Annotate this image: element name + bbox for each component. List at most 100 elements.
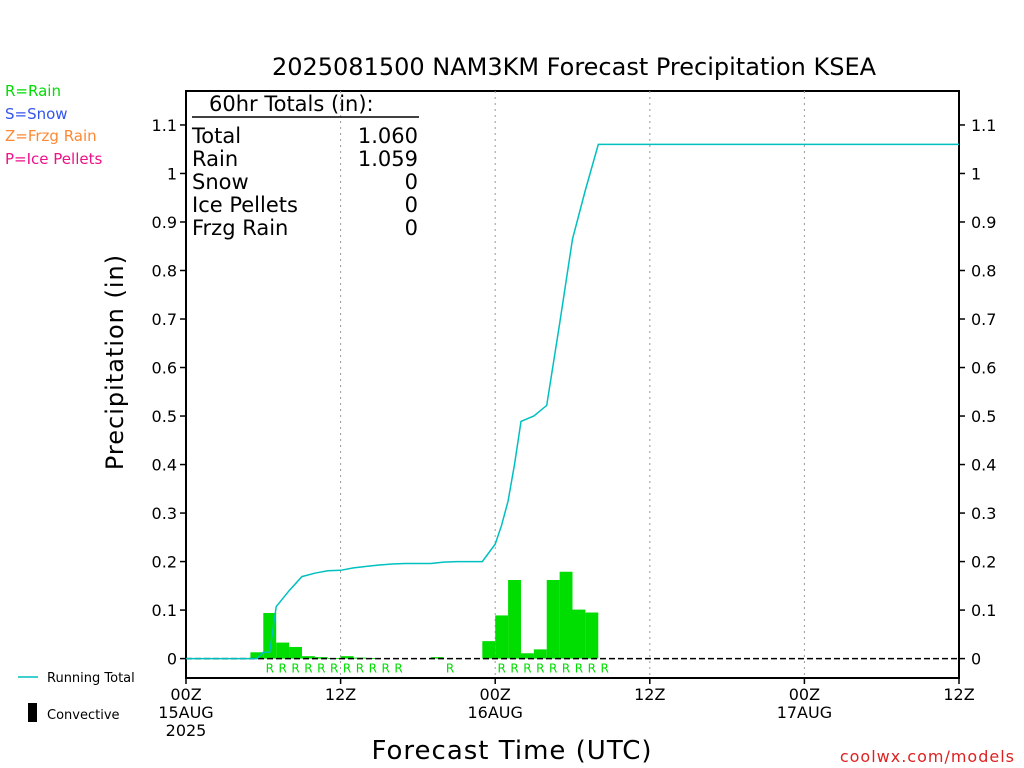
precip-type-mark: R xyxy=(394,662,402,676)
legend-snow: S=Snow xyxy=(5,105,68,123)
y-tick-label-right: 1 xyxy=(971,164,981,183)
x-tick-label: 12Z xyxy=(325,685,356,704)
convective-legend-swatch xyxy=(28,703,37,722)
precip-type-mark: R xyxy=(266,662,274,676)
y-tick-label-right: 0 xyxy=(971,650,981,669)
y-tick-label-right: 0.7 xyxy=(971,310,996,329)
precip-type-mark: R xyxy=(446,662,454,676)
precip-bar xyxy=(366,658,380,659)
precip-type-mark: R xyxy=(575,662,583,676)
y-tick-label-left: 0.8 xyxy=(152,261,177,280)
y-tick-label-right: 0.2 xyxy=(971,553,996,572)
x-tick-label: 00Z xyxy=(789,685,820,704)
x-tick-label: 12Z xyxy=(634,685,665,704)
precip-bar xyxy=(546,580,560,659)
y-tick-label-left: 0.5 xyxy=(152,407,177,426)
precip-type-mark: R xyxy=(497,662,505,676)
precip-bar xyxy=(301,656,315,659)
y-tick-label-left: 1.1 xyxy=(152,116,177,135)
precip-type-mark: R xyxy=(330,662,338,676)
precip-bar xyxy=(289,646,302,659)
precip-bar xyxy=(495,615,509,659)
y-axis-label: Precipitation (in) xyxy=(101,254,129,470)
y-tick-label-right: 0.4 xyxy=(971,456,996,475)
totals-label-rain: Rain xyxy=(192,147,238,171)
y-tick-label-right: 0.5 xyxy=(971,407,996,426)
y-tick-label-right: 1.1 xyxy=(971,116,996,135)
y-tick-label-left: 0.9 xyxy=(152,213,177,232)
precip-type-mark: R xyxy=(356,662,364,676)
x-tick-label: 12Z xyxy=(943,685,974,704)
precip-type-mark: R xyxy=(536,662,544,676)
y-tick-label-right: 0.3 xyxy=(971,504,996,523)
running-total-legend-label: Running Total xyxy=(47,671,135,686)
totals-label-ice-pellets: Ice Pellets xyxy=(192,193,298,217)
x-tick-label: 15AUG xyxy=(158,703,213,722)
totals-value-snow: 0 xyxy=(405,170,418,194)
precip-bar xyxy=(508,580,521,659)
precip-bar xyxy=(276,642,290,659)
x-axis-label: Forecast Time (UTC) xyxy=(371,736,652,766)
precip-bar xyxy=(482,641,496,659)
precip-bar xyxy=(430,657,444,659)
precip-type-mark: R xyxy=(343,662,351,676)
totals-label-frzg-rain: Frzg Rain xyxy=(192,216,288,240)
x-tick-label: 00Z xyxy=(480,685,511,704)
precip-type-mark: R xyxy=(278,662,286,676)
precip-bar xyxy=(585,612,599,659)
x-tick-label: 2025 xyxy=(166,721,207,740)
y-tick-label-right: 0.9 xyxy=(971,213,996,232)
legend-frzg-rain: Z=Frzg Rain xyxy=(5,127,97,145)
precip-type-mark: R xyxy=(601,662,609,676)
running-total-line xyxy=(186,143,959,660)
y-tick-label-left: 0.4 xyxy=(152,456,177,475)
y-tick-label-left: 0.3 xyxy=(152,504,177,523)
legend-ice-pellets: P=Ice Pellets xyxy=(5,150,102,168)
totals-box: 60hr Totals (in): Total 1.060 Rain 1.059… xyxy=(191,92,419,240)
precip-type-mark: R xyxy=(588,662,596,676)
precip-bar xyxy=(340,656,354,659)
precip-type-mark: R xyxy=(304,662,312,676)
y-tick-label-left: 0 xyxy=(167,650,177,669)
precip-type-mark: R xyxy=(510,662,518,676)
totals-value-total: 1.060 xyxy=(358,124,418,148)
precip-bar xyxy=(533,649,547,659)
precip-type-mark: R xyxy=(317,662,325,676)
y-tick-label-right: 0.8 xyxy=(971,261,996,280)
precip-type-legend: R=Rain S=Snow Z=Frzg Rain P=Ice Pellets xyxy=(5,82,102,168)
chart-title: 2025081500 NAM3KM Forecast Precipitation… xyxy=(272,53,877,81)
legend-rain: R=Rain xyxy=(5,82,61,100)
totals-label-snow: Snow xyxy=(192,170,249,194)
y-tick-label-left: 1 xyxy=(167,164,177,183)
precip-bar xyxy=(572,609,586,659)
precip-type-mark: R xyxy=(369,662,377,676)
precip-type-mark: R xyxy=(549,662,557,676)
x-tick-label: 00Z xyxy=(170,685,201,704)
totals-value-ice-pellets: 0 xyxy=(405,193,418,217)
y-tick-label-left: 0.2 xyxy=(152,553,177,572)
watermark: coolwx.com/models xyxy=(840,747,1015,766)
precip-type-mark: R xyxy=(382,662,390,676)
precip-bar xyxy=(520,653,534,659)
plot-frame xyxy=(185,90,960,679)
x-tick-label: 17AUG xyxy=(777,703,832,722)
precip-type-mark: R xyxy=(291,662,299,676)
precip-type-mark: R xyxy=(523,662,531,676)
totals-value-frzg-rain: 0 xyxy=(405,216,418,240)
y-tick-label-left: 0.1 xyxy=(152,601,177,620)
series-legend: Running Total Convective xyxy=(18,671,135,723)
precip-bar xyxy=(250,652,264,659)
hourly-precip-bars xyxy=(250,571,599,659)
grid-lines xyxy=(340,91,805,678)
y-tick-label-right: 0.6 xyxy=(971,359,996,378)
totals-value-rain: 1.059 xyxy=(358,147,418,171)
precip-bar xyxy=(559,571,573,659)
y-axis-right: 0 0.1 0.2 0.3 0.4 0.5 0.6 0.7 0.8 0.9 1 1.1 xyxy=(959,116,996,669)
running-total-layer xyxy=(186,143,959,660)
convective-legend-label: Convective xyxy=(47,708,120,723)
y-tick-label-left: 0.7 xyxy=(152,310,177,329)
precip-type-mark: R xyxy=(562,662,570,676)
